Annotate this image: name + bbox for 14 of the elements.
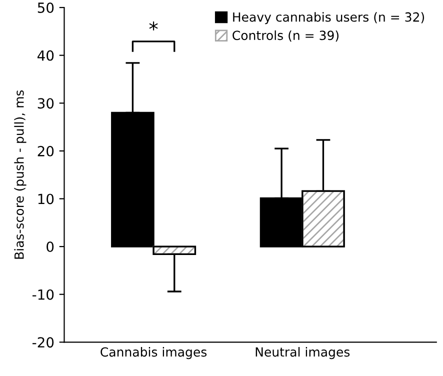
legend-label: Heavy cannabis users (n = 32) xyxy=(233,12,424,24)
x-tick-label: Cannabis images xyxy=(100,347,207,360)
y-tick-label: 50 xyxy=(38,2,54,13)
y-axis-title: Bias-score (push - pull), ms xyxy=(14,90,26,259)
y-tick-label: 30 xyxy=(38,98,54,109)
x-tick-label: Neutral images xyxy=(256,347,350,360)
y-tick-label: -20 xyxy=(32,337,54,348)
y-tick-label: 40 xyxy=(38,50,54,61)
annotation: * xyxy=(149,22,158,30)
legend-label: Controls (n = 39) xyxy=(232,30,338,42)
y-tick-label: 10 xyxy=(38,194,54,204)
y-tick-label: -10 xyxy=(32,289,54,300)
y-tick-label: 0 xyxy=(46,242,54,252)
y-tick-label: 20 xyxy=(38,146,54,156)
